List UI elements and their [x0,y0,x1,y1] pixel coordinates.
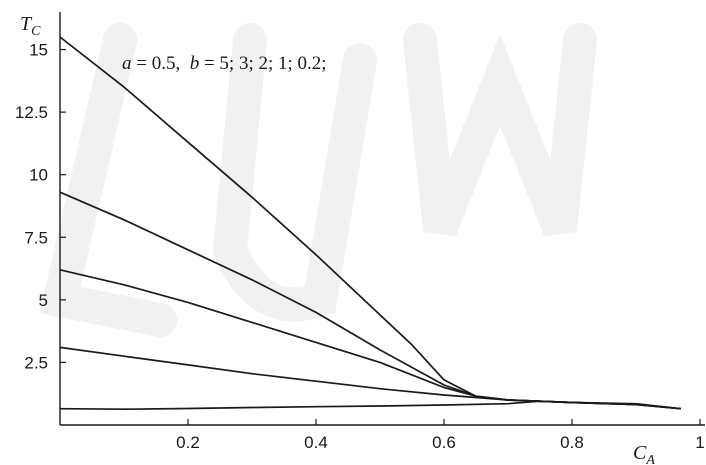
x-axis-title: CA [633,442,655,465]
annotation-a-value: = 0.5, [132,53,190,74]
y-tick-label: 7.5 [24,228,48,247]
series-line-4 [59,346,681,410]
x-tick-label: 0.4 [304,433,328,452]
y-tick-label: 12.5 [15,103,48,122]
y-axis-title-main: T [20,13,33,35]
series-group [59,36,681,411]
x-tick-label: 0.6 [432,433,456,452]
y-ticks: 2.5 5 7.5 10 12.5 15 [15,41,66,372]
annotation-a-symbol: a [122,53,132,74]
y-axis-title: TC [20,13,41,39]
x-tick-label: 1 [695,433,704,452]
parameter-annotation: a = 0.5, b = 5; 3; 2; 1; 0.2; [122,53,327,74]
x-axis-title-sub: A [645,453,655,465]
y-tick-label: 5 [39,291,48,310]
y-tick-label: 15 [29,41,48,60]
series-line-2 [59,191,681,410]
x-axis-title-main: C [633,442,647,464]
watermark-graphic [39,23,597,337]
series-line-5 [59,400,681,411]
y-tick-label: 2.5 [24,353,48,372]
x-tick-label: 0.8 [560,433,584,452]
y-tick-label: 10 [29,166,48,185]
annotation-b-symbol: b [190,53,200,74]
x-tick-label: 0.2 [176,433,200,452]
annotation-b-value: = 5; 3; 2; 1; 0.2; [199,53,326,74]
x-ticks: 0.2 0.4 0.6 0.8 1 [176,419,705,452]
y-axis-title-sub: C [31,24,41,39]
